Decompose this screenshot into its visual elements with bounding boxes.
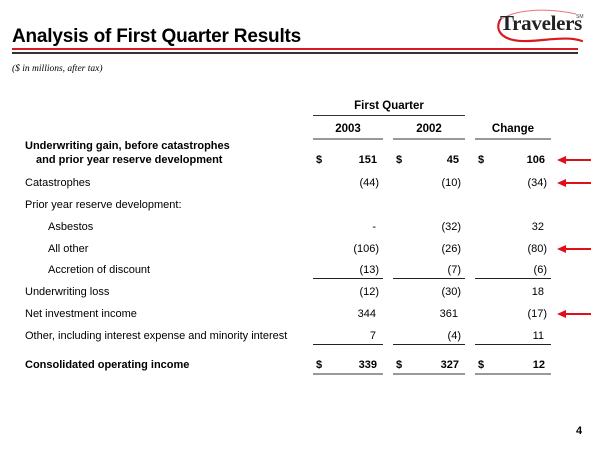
group-header-rule <box>313 115 465 116</box>
row-label-continued: and prior year reserve development <box>36 154 223 166</box>
units-note: ($ in millions, after tax) <box>12 64 103 74</box>
column-header-rule <box>475 138 551 140</box>
cell-change: 18 <box>531 286 544 298</box>
row-label: Other, including interest expense and mi… <box>25 330 288 342</box>
row-label: Consolidated operating income <box>25 359 190 371</box>
dollar-sign: $ <box>396 154 403 166</box>
subtotal-rule <box>313 278 383 279</box>
cell-change: (80) <box>527 243 547 255</box>
cell-2002: (30) <box>441 286 461 298</box>
left-arrow-icon <box>557 179 591 187</box>
row-label: Prior year reserve development: <box>25 199 182 211</box>
cell-change: (6) <box>533 264 547 276</box>
cell-2003: 339 <box>358 359 377 371</box>
cell-2002: (32) <box>441 221 461 233</box>
cell-2002: (7) <box>447 264 461 276</box>
column-header-2003: 2003 <box>335 123 361 135</box>
row-label: Accretion of discount <box>48 264 151 276</box>
column-header-change: Change <box>491 123 535 135</box>
cell-2003: (12) <box>359 286 379 298</box>
subtotal-rule <box>393 344 465 345</box>
subtotal-rule <box>313 344 383 345</box>
cell-2002: 361 <box>439 308 458 320</box>
travelers-logo: Travelers SM <box>494 8 584 48</box>
dollar-sign: $ <box>478 154 485 166</box>
cell-2002: 45 <box>446 154 459 166</box>
dollar-sign: $ <box>478 359 485 371</box>
page-number: 4 <box>576 425 583 437</box>
subtotal-rule <box>475 344 551 345</box>
cell-2003: (44) <box>359 177 379 189</box>
cell-change: 106 <box>526 154 545 166</box>
cell-2002: (26) <box>441 243 461 255</box>
title-rule-red <box>12 48 578 50</box>
total-rule <box>393 373 465 375</box>
title-rule-dark <box>12 52 578 54</box>
cell-change: 12 <box>532 359 545 371</box>
row-label: Asbestos <box>48 221 94 233</box>
subtotal-rule <box>393 278 465 279</box>
total-rule <box>475 373 551 375</box>
cell-change: (34) <box>527 177 547 189</box>
total-rule <box>313 373 383 375</box>
column-header-rule <box>393 138 465 140</box>
left-arrow-icon <box>557 245 591 253</box>
dollar-sign: $ <box>316 359 323 371</box>
cell-change: (17) <box>527 308 547 320</box>
group-header-first-quarter: First Quarter <box>354 100 424 112</box>
dollar-sign: $ <box>396 359 403 371</box>
cell-2003: (13) <box>359 264 379 276</box>
row-label: Net investment income <box>25 308 137 320</box>
cell-change: 32 <box>531 221 544 233</box>
left-arrow-icon <box>557 156 591 164</box>
umbrella-swoosh-icon <box>497 9 584 43</box>
logo-wordmark: Travelers <box>500 11 583 35</box>
row-label: Underwriting gain, before catastrophes <box>25 140 230 152</box>
subtotal-rule <box>475 278 551 279</box>
row-label: Underwriting loss <box>25 286 110 298</box>
logo-trademark: SM <box>576 14 584 20</box>
left-arrow-icon <box>557 310 591 318</box>
cell-2002: 327 <box>440 359 459 371</box>
row-label: Catastrophes <box>25 177 91 189</box>
row-label: All other <box>48 243 89 255</box>
cell-2003: (106) <box>353 243 379 255</box>
column-header-rule <box>313 138 383 140</box>
cell-change: 11 <box>532 330 544 342</box>
page-title: Analysis of First Quarter Results <box>12 26 302 47</box>
cell-2002: (4) <box>447 330 461 342</box>
cell-2003: 344 <box>357 308 376 320</box>
cell-2003: - <box>372 221 376 233</box>
cell-2003: 7 <box>369 330 376 342</box>
cell-2003: 151 <box>358 154 377 166</box>
column-header-2002: 2002 <box>416 123 442 135</box>
dollar-sign: $ <box>316 154 323 166</box>
cell-2002: (10) <box>441 177 461 189</box>
